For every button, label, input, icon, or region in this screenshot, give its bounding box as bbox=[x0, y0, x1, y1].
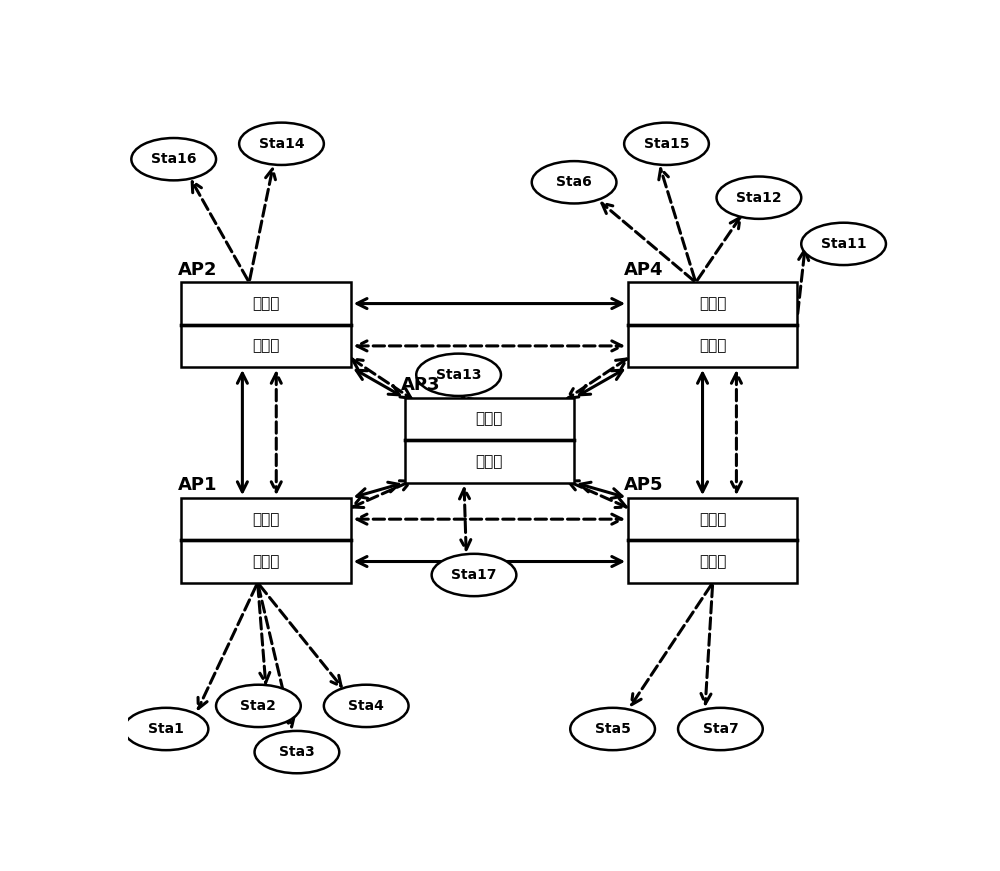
Bar bbox=[405, 398, 574, 483]
Text: AP1: AP1 bbox=[178, 476, 217, 494]
Text: 控制层: 控制层 bbox=[476, 412, 503, 427]
Text: Sta6: Sta6 bbox=[556, 175, 592, 189]
Text: AP3: AP3 bbox=[401, 376, 440, 394]
Ellipse shape bbox=[416, 354, 501, 396]
Text: Sta5: Sta5 bbox=[595, 722, 631, 736]
Text: 数据层: 数据层 bbox=[699, 339, 726, 354]
Text: Sta16: Sta16 bbox=[151, 152, 196, 166]
Text: 数据层: 数据层 bbox=[252, 554, 280, 569]
Text: 数据层: 数据层 bbox=[699, 554, 726, 569]
Text: Sta15: Sta15 bbox=[644, 137, 689, 151]
Text: 数据层: 数据层 bbox=[476, 454, 503, 469]
Text: Sta13: Sta13 bbox=[436, 368, 481, 381]
Text: Sta7: Sta7 bbox=[703, 722, 738, 736]
Ellipse shape bbox=[532, 161, 616, 204]
Bar bbox=[181, 498, 351, 583]
Ellipse shape bbox=[131, 138, 216, 180]
Bar bbox=[628, 282, 797, 367]
Ellipse shape bbox=[324, 685, 409, 727]
Ellipse shape bbox=[717, 177, 801, 219]
Ellipse shape bbox=[624, 123, 709, 165]
Ellipse shape bbox=[216, 685, 301, 727]
Text: AP4: AP4 bbox=[624, 260, 664, 279]
Ellipse shape bbox=[124, 708, 208, 750]
Text: Sta12: Sta12 bbox=[736, 191, 782, 205]
Text: Sta14: Sta14 bbox=[259, 137, 304, 151]
Text: Sta1: Sta1 bbox=[148, 722, 184, 736]
Text: Sta3: Sta3 bbox=[279, 745, 315, 760]
Text: AP2: AP2 bbox=[178, 260, 217, 279]
Text: 控制层: 控制层 bbox=[252, 511, 280, 527]
Text: 数据层: 数据层 bbox=[252, 339, 280, 354]
Text: Sta17: Sta17 bbox=[451, 568, 497, 582]
Text: 控制层: 控制层 bbox=[252, 296, 280, 311]
Text: Sta11: Sta11 bbox=[821, 237, 866, 251]
Text: 控制层: 控制层 bbox=[699, 296, 726, 311]
Ellipse shape bbox=[255, 731, 339, 773]
Ellipse shape bbox=[678, 708, 763, 750]
Ellipse shape bbox=[432, 554, 516, 596]
Bar bbox=[628, 498, 797, 583]
Text: 控制层: 控制层 bbox=[699, 511, 726, 527]
Text: Sta4: Sta4 bbox=[348, 699, 384, 712]
Ellipse shape bbox=[239, 123, 324, 165]
Bar bbox=[181, 282, 351, 367]
Text: AP5: AP5 bbox=[624, 476, 664, 494]
Text: Sta2: Sta2 bbox=[240, 699, 276, 712]
Ellipse shape bbox=[801, 223, 886, 265]
Ellipse shape bbox=[570, 708, 655, 750]
